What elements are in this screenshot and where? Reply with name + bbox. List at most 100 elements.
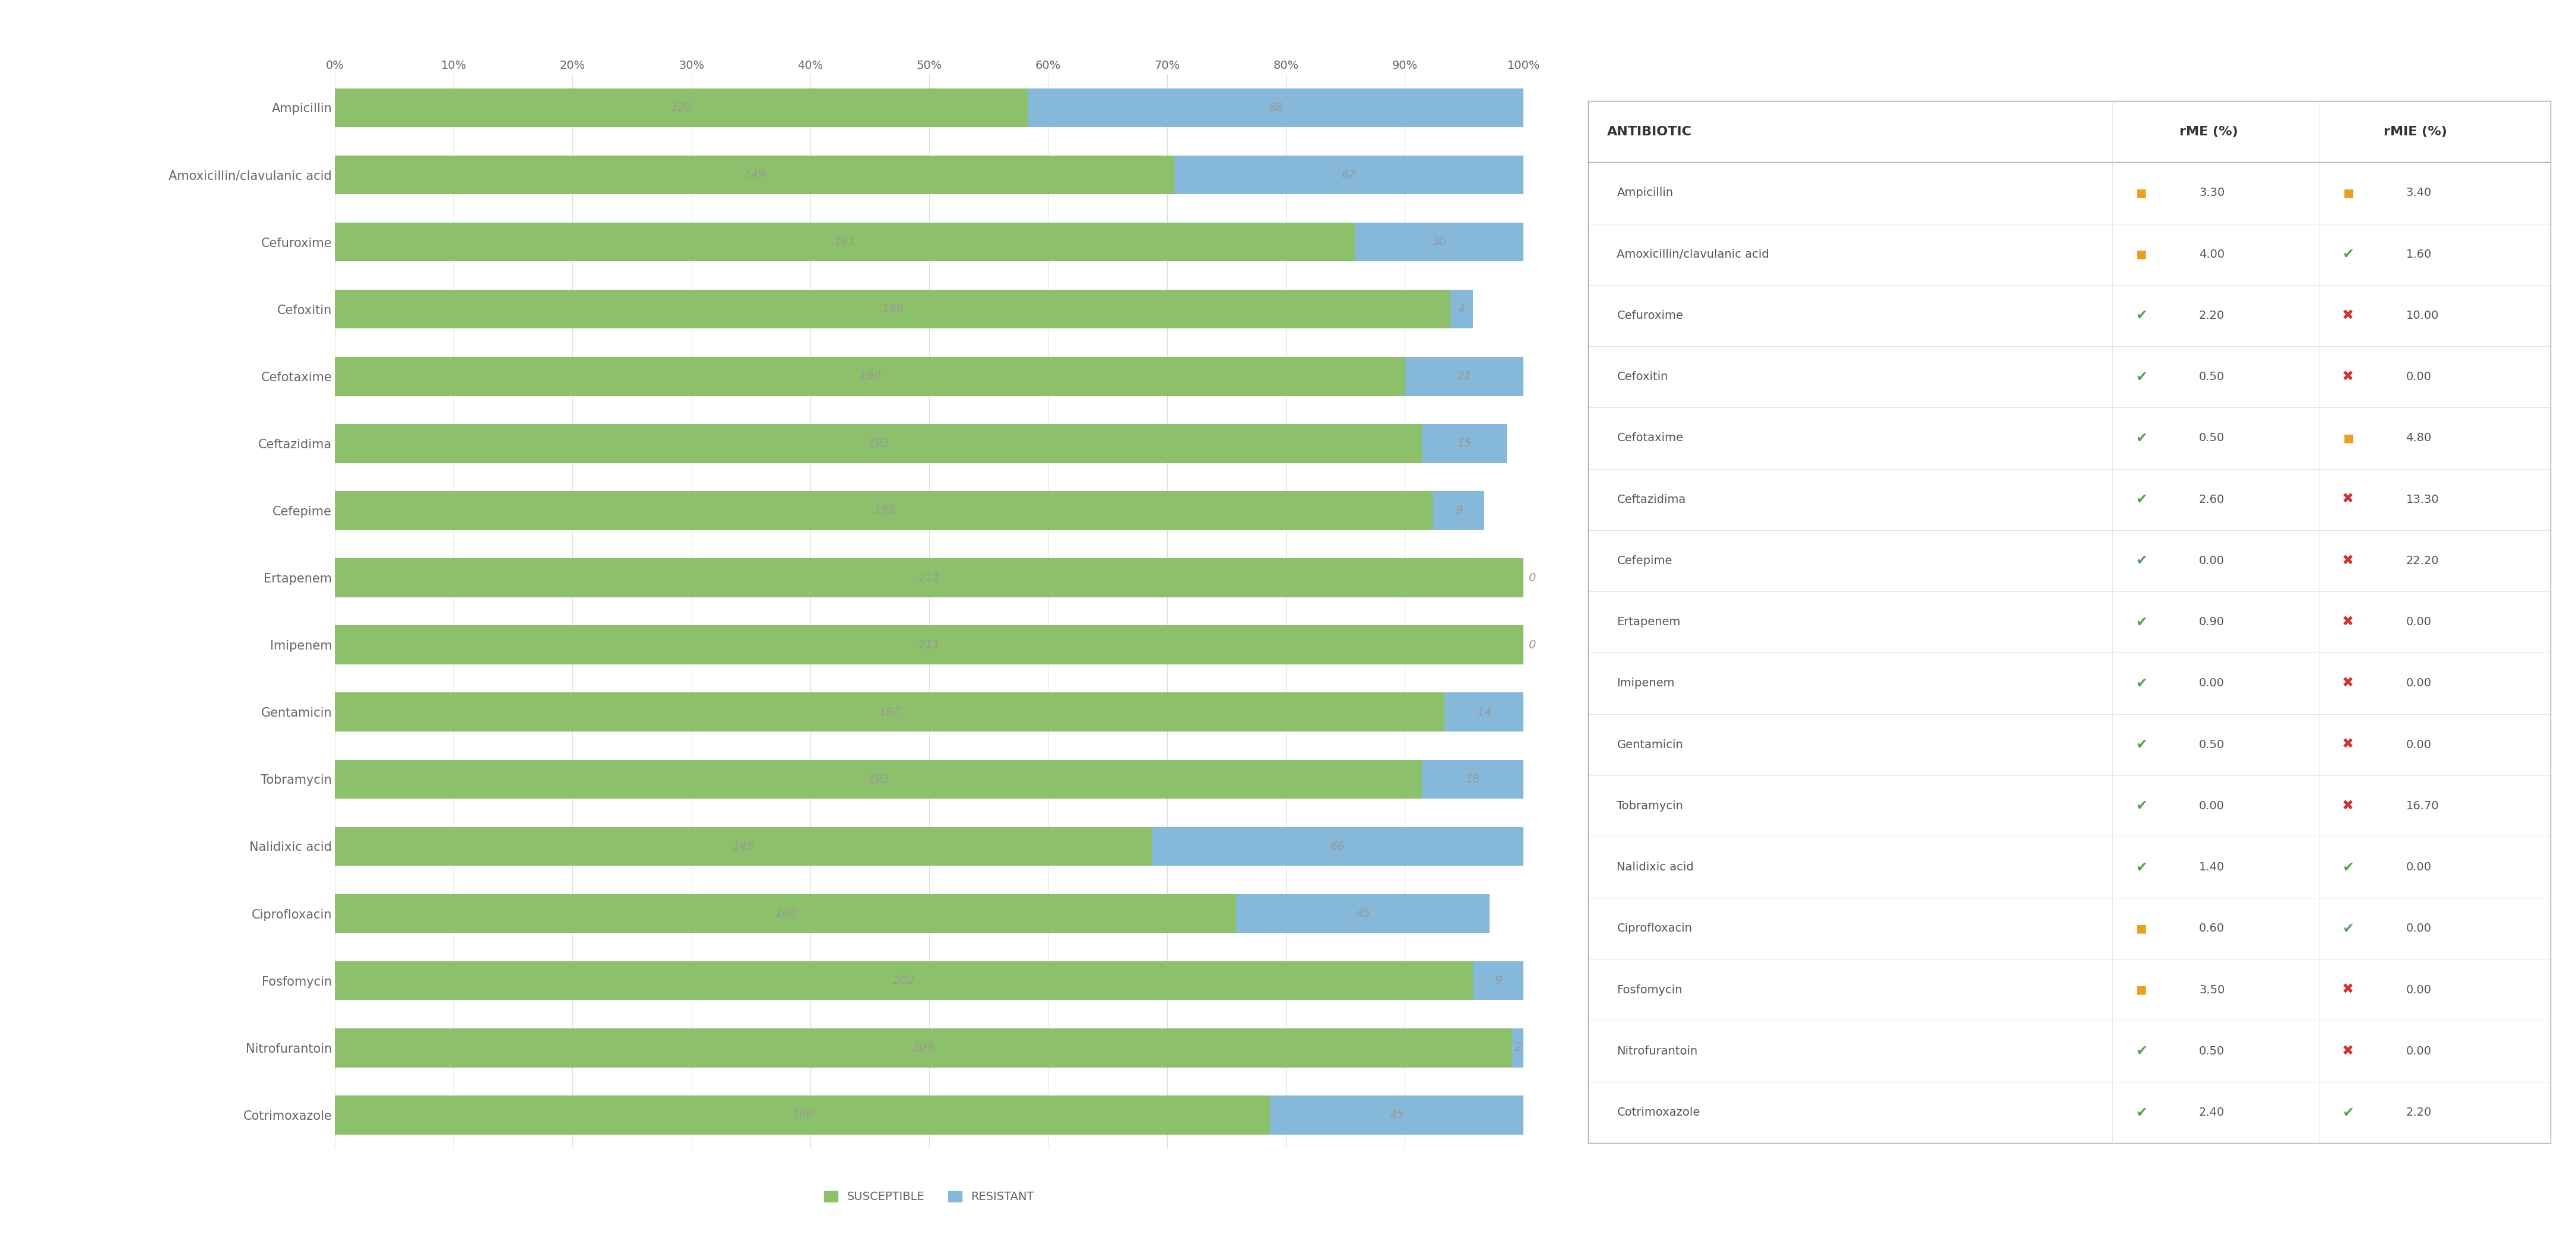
Text: Ertapenem: Ertapenem <box>1618 616 1680 627</box>
Bar <box>1175 156 1522 194</box>
Text: ✔: ✔ <box>2136 431 2148 446</box>
Text: Fosfomycin: Fosfomycin <box>1618 984 1682 995</box>
Text: 211: 211 <box>917 572 940 583</box>
Text: ✔: ✔ <box>2136 553 2148 568</box>
Text: ✖: ✖ <box>2342 615 2354 629</box>
Text: 0.00: 0.00 <box>2406 616 2432 627</box>
Text: 0.00: 0.00 <box>2406 678 2432 689</box>
Text: Nalidixic acid: Nalidixic acid <box>1618 862 1695 873</box>
Text: 0.50: 0.50 <box>2200 372 2226 383</box>
Text: 0.00: 0.00 <box>2406 923 2432 934</box>
Bar <box>1355 222 1522 262</box>
Text: ■: ■ <box>2342 432 2354 443</box>
Text: 0.00: 0.00 <box>2406 1046 2432 1057</box>
Text: 0.00: 0.00 <box>2200 555 2226 567</box>
Bar <box>335 424 1422 463</box>
Text: 166: 166 <box>791 1109 814 1120</box>
Text: 2.20: 2.20 <box>2200 310 2226 321</box>
Text: ✔: ✔ <box>2136 860 2148 874</box>
Text: 193: 193 <box>868 773 889 785</box>
Text: rME (%): rME (%) <box>2179 126 2239 137</box>
Text: 160: 160 <box>775 908 796 919</box>
Text: ✔: ✔ <box>2342 860 2354 874</box>
Text: 10.00: 10.00 <box>2406 310 2439 321</box>
Text: ✔: ✔ <box>2136 737 2148 752</box>
Text: ✔: ✔ <box>2136 1044 2148 1058</box>
Text: 21: 21 <box>1458 370 1471 382</box>
Text: 2.20: 2.20 <box>2406 1107 2432 1118</box>
Text: Tobramycin: Tobramycin <box>1618 800 1682 811</box>
Bar <box>335 693 1445 731</box>
Bar <box>335 290 1450 329</box>
Text: ■: ■ <box>2342 188 2354 199</box>
Text: 4: 4 <box>1458 304 1466 315</box>
Text: 2.60: 2.60 <box>2200 494 2226 505</box>
Legend: SUSCEPTIBLE, RESISTANT: SUSCEPTIBLE, RESISTANT <box>819 1187 1038 1208</box>
Text: ✖: ✖ <box>2342 493 2354 506</box>
Bar <box>1422 760 1522 799</box>
Text: 0.60: 0.60 <box>2200 923 2226 934</box>
Text: ✖: ✖ <box>2342 737 2354 752</box>
Bar <box>1236 894 1489 932</box>
Text: ✖: ✖ <box>2342 1044 2354 1058</box>
Text: ✔: ✔ <box>2342 247 2354 262</box>
Text: 45: 45 <box>1388 1109 1404 1120</box>
Text: 88: 88 <box>1267 103 1283 114</box>
Text: 193: 193 <box>868 437 889 450</box>
Text: 9: 9 <box>1494 974 1502 987</box>
Text: Cefotaxime: Cefotaxime <box>1618 432 1682 443</box>
Text: 202: 202 <box>894 974 914 987</box>
Bar <box>335 156 1175 194</box>
Text: 13.30: 13.30 <box>2406 494 2439 505</box>
Text: 30: 30 <box>1432 236 1445 248</box>
Text: 0: 0 <box>1528 640 1535 651</box>
Text: Ampicillin: Ampicillin <box>1618 188 1674 199</box>
Text: ✔: ✔ <box>2136 493 2148 506</box>
Text: 0.50: 0.50 <box>2200 1046 2226 1057</box>
Text: 181: 181 <box>835 236 855 248</box>
Text: Cefuroxime: Cefuroxime <box>1618 310 1682 321</box>
Text: 0.00: 0.00 <box>2406 862 2432 873</box>
Bar <box>335 357 1404 395</box>
Text: 16.70: 16.70 <box>2406 800 2439 811</box>
Text: ✔: ✔ <box>2136 369 2148 384</box>
Text: ■: ■ <box>2136 248 2146 259</box>
Text: 195: 195 <box>873 505 894 516</box>
Bar <box>1473 961 1522 1000</box>
Text: 22.20: 22.20 <box>2406 555 2439 567</box>
Text: 15: 15 <box>1458 437 1471 450</box>
Text: Nitrofurantoin: Nitrofurantoin <box>1618 1046 1698 1057</box>
Text: Gentamicin: Gentamicin <box>1618 739 1682 751</box>
Text: 0.00: 0.00 <box>2406 372 2432 383</box>
Bar <box>335 222 1355 262</box>
Text: 123: 123 <box>670 103 693 114</box>
Text: Ciprofloxacin: Ciprofloxacin <box>1618 923 1692 934</box>
Bar <box>335 894 1236 932</box>
Text: ✔: ✔ <box>2136 677 2148 690</box>
Text: 198: 198 <box>881 304 904 315</box>
Text: 66: 66 <box>1329 841 1345 852</box>
Text: ✔: ✔ <box>2136 1105 2148 1120</box>
Text: 1.40: 1.40 <box>2200 862 2226 873</box>
Bar <box>1432 492 1484 530</box>
Text: 0.50: 0.50 <box>2200 739 2226 751</box>
Text: 62: 62 <box>1342 169 1355 180</box>
Text: ■: ■ <box>2136 923 2146 934</box>
Text: 14: 14 <box>1476 706 1492 718</box>
Bar <box>1512 1029 1522 1067</box>
Text: 1.60: 1.60 <box>2406 248 2432 259</box>
Bar <box>335 961 1473 1000</box>
Text: 0: 0 <box>1528 572 1535 583</box>
Text: 0.00: 0.00 <box>2200 800 2226 811</box>
Text: ■: ■ <box>2136 984 2146 995</box>
Text: ✖: ✖ <box>2342 369 2354 384</box>
Text: ✖: ✖ <box>2342 983 2354 997</box>
Text: ✖: ✖ <box>2342 799 2354 813</box>
Text: 3.30: 3.30 <box>2200 188 2226 199</box>
Text: Ceftazidima: Ceftazidima <box>1618 494 1685 505</box>
Bar <box>1028 88 1522 127</box>
Bar <box>335 88 1028 127</box>
Text: rMIE (%): rMIE (%) <box>2383 126 2447 137</box>
Bar <box>335 760 1422 799</box>
Text: 0.50: 0.50 <box>2200 432 2226 443</box>
